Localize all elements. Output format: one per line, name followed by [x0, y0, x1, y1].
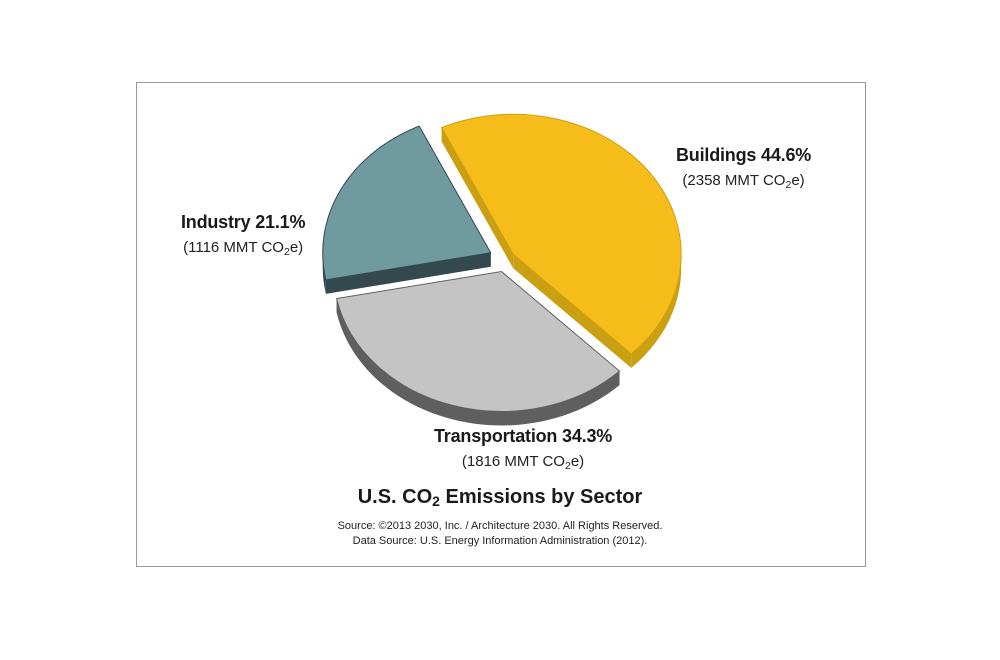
- slice-label-industry: Industry 21.1% (1116 MMT CO2e): [181, 212, 306, 258]
- pie-slice-wall-buildings-1: [513, 254, 632, 368]
- pie-slice-wall-buildings-0: [441, 127, 514, 269]
- slice-label-transportation: Transportation 34.3% (1816 MMT CO2e): [434, 426, 613, 472]
- data-source-line: Data Source: U.S. Energy Information Adm…: [352, 535, 648, 547]
- pie-slice-side-transportation: [336, 298, 620, 426]
- pie-slice-industry: [322, 125, 492, 281]
- chart-title: U.S. CO2 Emissions by Sector: [357, 486, 643, 509]
- pie-slice-wall-industry-0: [325, 252, 491, 294]
- source-line: Source: ©2013 2030, Inc. / Architecture …: [337, 520, 663, 532]
- pie-slice-transportation: [336, 270, 621, 412]
- pie-tops: [322, 113, 682, 412]
- pie-slice-buildings: [440, 113, 682, 355]
- slice-label-buildings: Buildings 44.6% (2358 MMT CO2e): [676, 145, 812, 191]
